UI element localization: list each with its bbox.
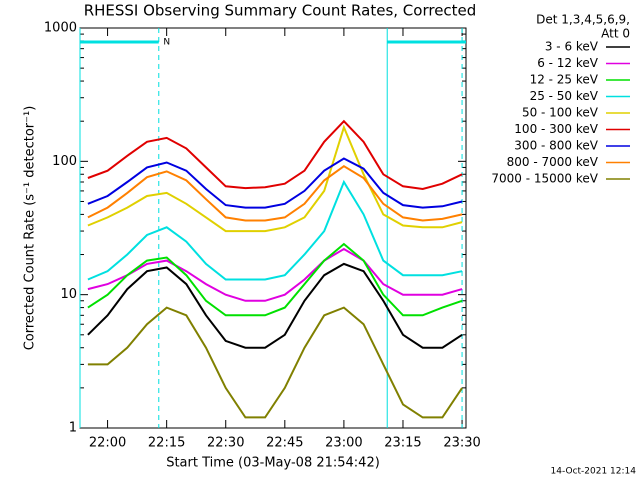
- legend-label: 50 - 100 keV: [522, 106, 599, 120]
- legend-label: 800 - 7000 keV: [507, 155, 599, 169]
- y-tick-label: 1000: [44, 21, 77, 36]
- y-axis-label: Corrected Count Rate (s⁻¹ detector⁻¹): [23, 106, 38, 351]
- x-tick-label: 22:15: [148, 436, 185, 451]
- y-tick-label: 1: [69, 421, 77, 436]
- annotation: N: [163, 38, 170, 48]
- x-tick-label: 22:30: [207, 436, 244, 451]
- legend-title: Det 1,3,4,5,6,9,: [536, 13, 630, 27]
- legend-label: 3 - 6 keV: [545, 40, 599, 54]
- series-line: [87, 119, 463, 191]
- footer: 14-Oct-2021 12:14: [551, 467, 637, 477]
- series-line: [87, 124, 463, 233]
- series-line: [87, 262, 463, 349]
- legend-label: 12 - 25 keV: [530, 73, 599, 87]
- x-tick-label: 23:30: [443, 436, 480, 451]
- y-tick-label: 10: [60, 287, 77, 302]
- legend-label: 100 - 300 keV: [514, 122, 598, 136]
- series-line: [87, 157, 463, 209]
- legend-label: 25 - 50 keV: [530, 89, 599, 103]
- x-tick-label: 22:45: [266, 436, 303, 451]
- series-line: [87, 242, 463, 317]
- legend-label: 6 - 12 keV: [537, 56, 599, 70]
- y-tick-label: 100: [52, 154, 77, 169]
- series-line: [87, 306, 463, 419]
- legend-label: 300 - 800 keV: [514, 139, 598, 153]
- x-tick-label: 23:00: [325, 436, 362, 451]
- x-axis-label: Start Time (03-May-08 21:54:42): [166, 456, 380, 471]
- series-line: [87, 247, 463, 302]
- x-tick-label: 22:00: [89, 436, 126, 451]
- series-line: [87, 179, 463, 281]
- plot-frame: [79, 27, 467, 429]
- x-tick-label: 23:15: [384, 436, 421, 451]
- legend-label: 7000 - 15000 keV: [491, 172, 598, 186]
- legend-title: Att 0: [601, 27, 630, 41]
- chart-title: RHESSI Observing Summary Count Rates, Co…: [84, 2, 477, 20]
- series-line: [87, 165, 463, 222]
